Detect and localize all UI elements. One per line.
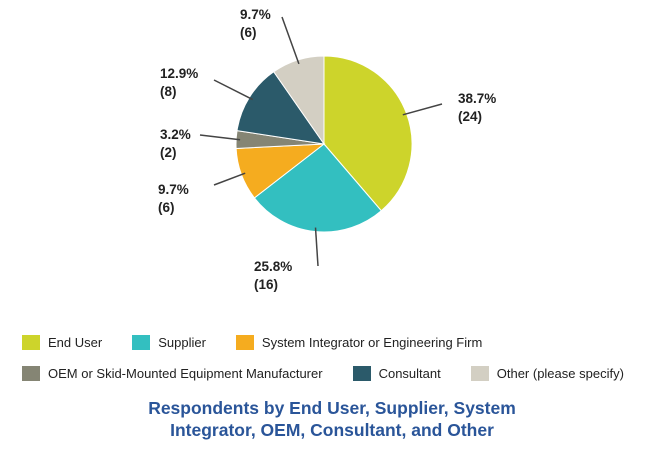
legend-item-oem: OEM or Skid-Mounted Equipment Manufactur… (22, 365, 323, 381)
legend-label-end-user: End User (48, 334, 103, 350)
legend-row-2: OEM or Skid-Mounted Equipment Manufactur… (22, 363, 662, 383)
leader-line-oem (199, 134, 241, 141)
leader-line-end-user (402, 103, 443, 116)
leader-line-system-integrator (213, 172, 246, 186)
slice-percent-label-other: 9.7% (240, 7, 271, 22)
leader-line-other (281, 16, 300, 65)
slice-count-label-supplier: (16) (254, 277, 278, 292)
leader-line-supplier (314, 227, 319, 267)
legend-swatch-other (470, 365, 489, 381)
legend-item-end-user: End User (22, 334, 103, 350)
legend-swatch-end-user (22, 334, 40, 350)
legend-item-system-integrator: System Integrator or Engineering Firm (235, 334, 483, 350)
chart-title-line-2: Integrator, OEM, Consultant, and Other (170, 420, 494, 440)
legend-item-consultant: Consultant (352, 365, 441, 381)
slice-percent-label-end-user: 38.7% (458, 91, 496, 106)
leader-line-consultant (213, 79, 254, 101)
pie-chart: 38.7% (24) 25.8% (16) 9.7% (6) 3.2% (2) 12.9% (8)… (158, 7, 496, 292)
legend-swatch-oem (22, 365, 40, 381)
slice-percent-label-system-integrator: 9.7% (158, 182, 189, 197)
chart-title: Respondents by End User, Supplier, Syste… (0, 397, 664, 441)
slice-count-label-end-user: (24) (458, 109, 482, 124)
legend-label-supplier: Supplier (158, 334, 206, 350)
legend-swatch-system-integrator (235, 334, 254, 350)
slice-count-label-oem: (2) (160, 145, 177, 160)
legend-row-1: End User Supplier System Integrator or E… (22, 332, 662, 352)
legend-label-system-integrator: System Integrator or Engineering Firm (261, 334, 483, 350)
legend-label-other: Other (please specify) (496, 365, 624, 381)
slice-percent-label-consultant: 12.9% (160, 66, 198, 81)
slice-percent-label-supplier: 25.8% (254, 259, 292, 274)
chart-title-line-1: Respondents by End User, Supplier, Syste… (148, 398, 516, 418)
legend-swatch-consultant (352, 365, 371, 381)
legend-swatch-supplier (132, 334, 151, 350)
legend-item-other: Other (please specify) (470, 365, 624, 381)
slice-count-label-other: (6) (240, 25, 257, 40)
legend-item-supplier: Supplier (132, 334, 206, 350)
legend-label-oem: OEM or Skid-Mounted Equipment Manufactur… (48, 365, 323, 381)
legend-label-consultant: Consultant (378, 365, 441, 381)
slice-count-label-consultant: (8) (160, 84, 177, 99)
slice-count-label-system-integrator: (6) (158, 200, 175, 215)
slice-percent-label-oem: 3.2% (160, 127, 191, 142)
chart-legend: End User Supplier System Integrator or E… (22, 332, 662, 383)
